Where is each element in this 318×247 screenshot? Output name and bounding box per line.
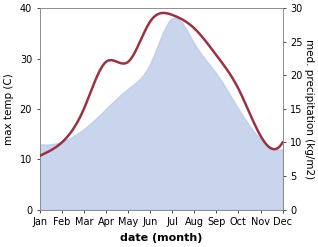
Y-axis label: max temp (C): max temp (C) <box>4 73 14 145</box>
Y-axis label: med. precipitation (kg/m2): med. precipitation (kg/m2) <box>304 39 314 179</box>
X-axis label: date (month): date (month) <box>120 233 202 243</box>
